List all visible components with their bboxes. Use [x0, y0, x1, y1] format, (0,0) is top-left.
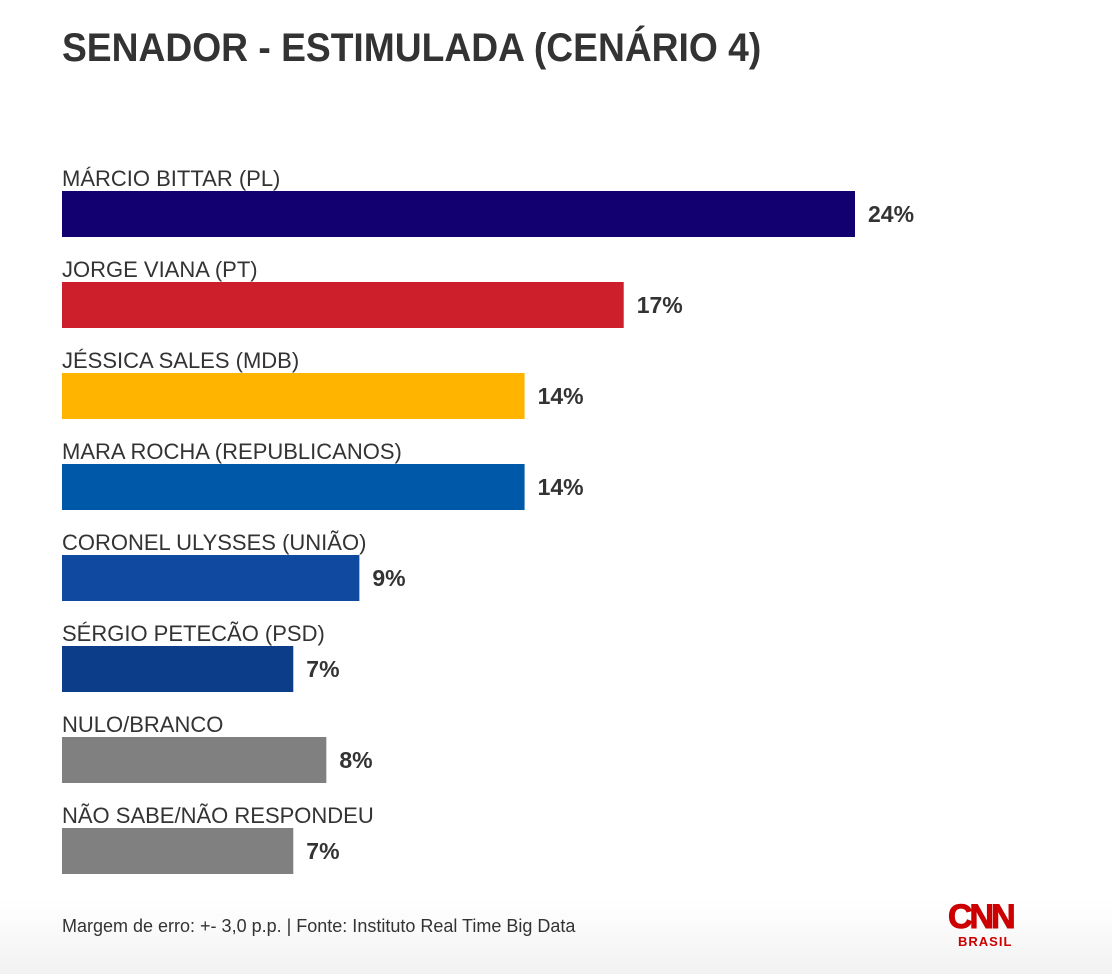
value-label: 14% [538, 474, 584, 500]
category-label: MÁRCIO BITTAR (PL) [62, 166, 280, 191]
bar [62, 737, 327, 783]
bar [62, 555, 360, 601]
category-label: SÉRGIO PETECÃO (PSD) [62, 621, 325, 646]
category-label: NULO/BRANCO [62, 712, 223, 737]
bar [62, 464, 525, 510]
bar [62, 191, 855, 237]
value-label: 7% [306, 656, 339, 682]
category-label: JÉSSICA SALES (MDB) [62, 348, 299, 373]
category-label: CORONEL ULYSSES (UNIÃO) [62, 530, 366, 555]
category-label: MARA ROCHA (REPUBLICANOS) [62, 439, 402, 464]
logo-cnn-text: CNN [948, 898, 1017, 937]
logo-brasil-text: BRASIL [958, 934, 1013, 949]
bar [62, 282, 624, 328]
bar [62, 646, 294, 692]
bar [62, 828, 294, 874]
value-label: 9% [372, 565, 405, 591]
chart-title: SENADOR - ESTIMULADA (CENÁRIO 4) [62, 26, 762, 70]
footer-note: Margem de erro: +- 3,0 p.p. | Fonte: Ins… [62, 916, 576, 936]
value-label: 7% [306, 838, 339, 864]
category-label: NÃO SABE/NÃO RESPONDEU [62, 803, 374, 828]
footer-background [0, 900, 1112, 974]
value-label: 24% [868, 201, 914, 227]
category-label: JORGE VIANA (PT) [62, 257, 258, 282]
value-label: 8% [339, 747, 372, 773]
bar-chart: MÁRCIO BITTAR (PL) 24% JORGE VIANA (PT) 17%… [62, 166, 914, 874]
value-label: 17% [637, 292, 683, 318]
bar [62, 373, 525, 419]
value-label: 14% [538, 383, 584, 409]
cnn-brasil-logo: CNN BRASIL [944, 898, 1024, 952]
